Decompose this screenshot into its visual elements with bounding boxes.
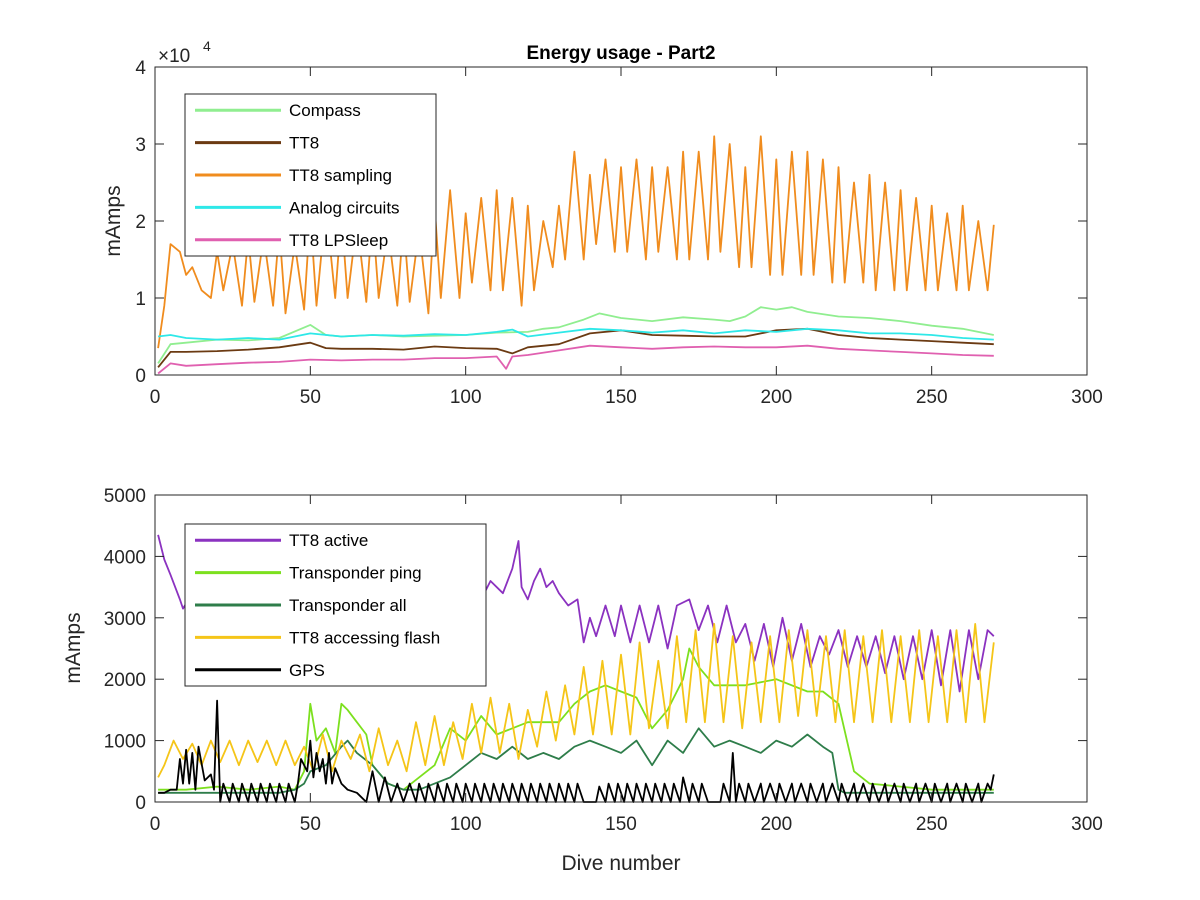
top-legend-label-compass: Compass	[289, 101, 361, 120]
bottom-y-tick-label: 5000	[104, 486, 146, 507]
top-legend-label-tt8-sampling: TT8 sampling	[289, 166, 392, 185]
top-series-analog-circuits	[157, 327, 994, 341]
top-x-tick-label: 250	[916, 387, 948, 408]
bottom-series-tt8-accessing-flash	[157, 623, 995, 778]
bottom-x-tick-label: 50	[300, 814, 321, 835]
top-x-tick-label: 100	[450, 387, 482, 408]
top-series-tt8-lpsleep	[157, 344, 994, 375]
top-legend-label-tt8: TT8	[289, 134, 319, 153]
top-y-multiplier: ×10 4	[158, 38, 211, 67]
top-y-multiplier-exponent: 4	[203, 38, 211, 54]
top-y-tick-label: 3	[135, 135, 146, 156]
bottom-y-tick-label: 4000	[104, 547, 146, 568]
bottom-legend-label-transponder-ping: Transponder ping	[289, 564, 422, 583]
bottom-y-tick-label: 0	[135, 793, 146, 814]
top-legend-label-analog-circuits: Analog circuits	[289, 198, 400, 217]
bottom-chart-panel: 0 50 100 150 200 250 300010002000300040005000 …	[62, 486, 1103, 875]
top-x-tick-label: 150	[605, 387, 637, 408]
bottom-y-tick-label: 2000	[104, 670, 146, 691]
bottom-y-tick-label: 1000	[104, 732, 146, 753]
top-y-tick-label: 0	[135, 366, 146, 387]
bottom-x-tick-label: 200	[760, 814, 792, 835]
bottom-legend: TT8 active Transponder ping Transponder al…	[184, 523, 487, 687]
top-y-tick-label: 1	[135, 289, 146, 310]
top-y-axis-label: mAmps	[102, 185, 125, 256]
top-tick-layer: 0 50 100 150 200 250 300 0 1 2 3 4	[135, 58, 1102, 408]
bottom-y-tick-label: 3000	[104, 609, 146, 630]
bottom-legend-label-tt8-active: TT8 active	[289, 531, 368, 550]
top-x-tick-label: 0	[150, 387, 161, 408]
bottom-legend-label-gps: GPS	[289, 661, 325, 680]
bottom-y-axis-label: mAmps	[62, 612, 85, 683]
bottom-x-tick-label: 300	[1071, 814, 1103, 835]
top-y-tick-label: 2	[135, 212, 146, 233]
top-y-tick-label: 4	[135, 58, 146, 79]
top-legend: Compass TT8 TT8 sampling Analog circuits TT8…	[184, 93, 437, 257]
bottom-x-tick-label: 250	[916, 814, 948, 835]
top-series-tt8	[157, 327, 994, 368]
top-x-tick-label: 200	[760, 387, 792, 408]
top-series-compass	[157, 306, 994, 364]
top-chart-panel: 0 50 100 150 200 250 300 0 1 2 3 4 Energy usage - P…	[102, 38, 1103, 408]
top-series-layer	[157, 135, 995, 375]
bottom-x-tick-label: 0	[150, 814, 161, 835]
bottom-series-transponder-ping	[158, 647, 994, 791]
bottom-series-tt8-active	[157, 534, 995, 693]
bottom-x-tick-label: 150	[605, 814, 637, 835]
bottom-legend-label-transponder-all: Transponder all	[289, 596, 407, 615]
top-chart-title: Energy usage - Part2	[526, 43, 715, 64]
bottom-x-axis-label: Dive number	[561, 852, 680, 875]
top-y-multiplier-base: ×10	[158, 46, 190, 67]
top-x-tick-label: 300	[1071, 387, 1103, 408]
top-x-tick-label: 50	[300, 387, 321, 408]
bottom-legend-label-tt8-accessing-flash: TT8 accessing flash	[289, 628, 440, 647]
bottom-x-tick-label: 100	[450, 814, 482, 835]
top-legend-label-tt8-lpsleep: TT8 LPSleep	[289, 231, 388, 250]
